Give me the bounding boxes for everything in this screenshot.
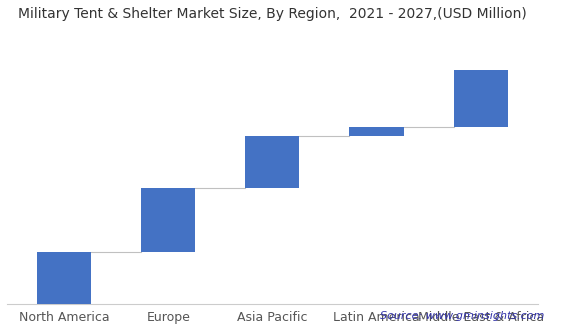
Text: Source: www.gminsights.com: Source: www.gminsights.com (380, 311, 544, 321)
Bar (141, 188, 195, 252)
Bar (245, 136, 300, 188)
Bar (350, 127, 403, 136)
Title: Military Tent & Shelter Market Size, By Region,  2021 - 2027,(USD Million): Military Tent & Shelter Market Size, By … (18, 7, 527, 21)
Bar (453, 70, 508, 127)
Bar (37, 252, 91, 304)
